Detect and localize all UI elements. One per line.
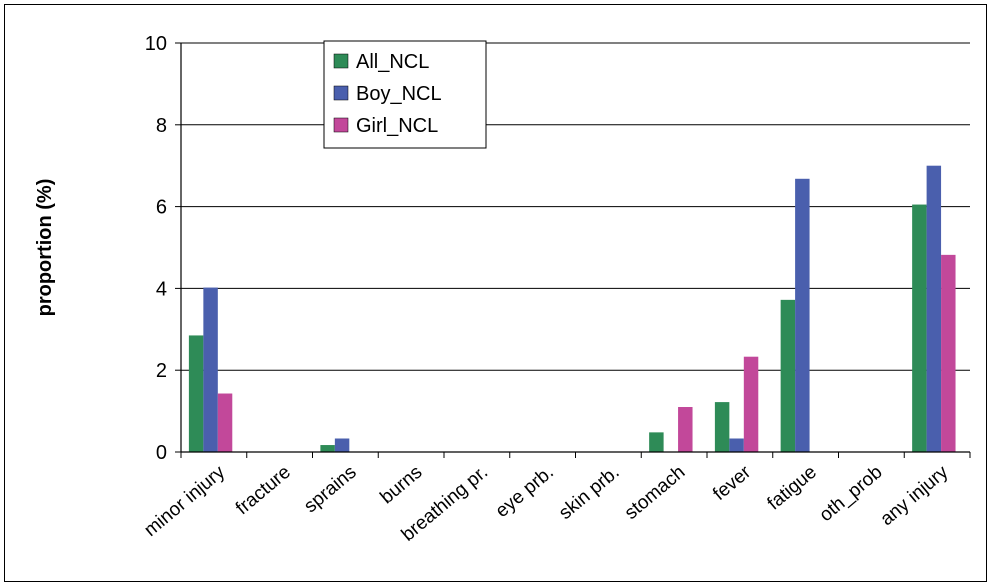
legend-box: [323, 40, 487, 149]
bar-girl-ncl: [217, 393, 233, 452]
legend-label: Girl_NCL: [356, 115, 438, 137]
x-tick-label: skin prb.: [555, 462, 624, 524]
bar-all-ncl: [780, 299, 796, 452]
x-tick-label: stomach: [621, 462, 690, 524]
y-tick-label: 10: [145, 33, 167, 55]
x-tick-label: fracture: [232, 462, 295, 519]
x-tick-label: any injury: [877, 461, 953, 530]
bar-all-ncl: [320, 445, 335, 452]
bar-boy-ncl: [203, 287, 218, 452]
y-tick-label: 2: [156, 360, 167, 382]
legend: All_NCL Boy_NCL Girl_NCL: [323, 40, 487, 149]
bar-all-ncl: [714, 402, 730, 452]
x-tick-labels: minor injury fracture sprains burnsbreathin…: [140, 461, 952, 545]
bar-girl-ncl: [743, 356, 759, 452]
x-tick-label: fatigue: [764, 462, 821, 515]
bar-all-ncl: [649, 432, 664, 452]
legend-swatch: [333, 117, 349, 133]
legend-swatch: [333, 85, 349, 101]
bars: [188, 165, 956, 452]
legend-swatch: [333, 53, 349, 69]
y-tick-label: 0: [156, 442, 167, 464]
x-tick-label: eye prb.: [492, 462, 558, 522]
bar-boy-ncl: [926, 165, 942, 452]
x-tick-label: oth_prob: [816, 462, 887, 526]
bar-girl-ncl: [941, 254, 956, 452]
axes: [175, 42, 971, 458]
y-tick-label: 4: [156, 278, 167, 300]
bar-all-ncl: [188, 335, 204, 452]
legend-label: All_NCL: [356, 51, 429, 73]
x-tick-label: minor injury: [140, 461, 229, 541]
gridlines: [181, 42, 970, 371]
y-axis-label: proportion (%): [34, 179, 56, 317]
bar-boy-ncl: [795, 178, 810, 452]
bar-chart: 0 2 4 6 8 10 minor injury fracture sprains burns…: [34, 33, 971, 546]
bar-all-ncl: [912, 204, 927, 452]
bar-boy-ncl: [729, 438, 744, 452]
bar-boy-ncl: [334, 438, 350, 452]
x-tick-label: burns: [376, 462, 426, 509]
bar-girl-ncl: [678, 407, 693, 452]
y-tick-labels: 0 2 4 6 8 10: [145, 33, 167, 464]
x-tick-label: sprains: [300, 462, 360, 517]
legend-label: Boy_NCL: [356, 83, 442, 105]
chart-frame: 0 2 4 6 8 10 minor injury fracture sprains burns…: [4, 4, 987, 582]
x-tick-label: fever: [709, 461, 755, 505]
y-tick-label: 6: [156, 197, 167, 219]
y-tick-label: 8: [156, 115, 167, 137]
